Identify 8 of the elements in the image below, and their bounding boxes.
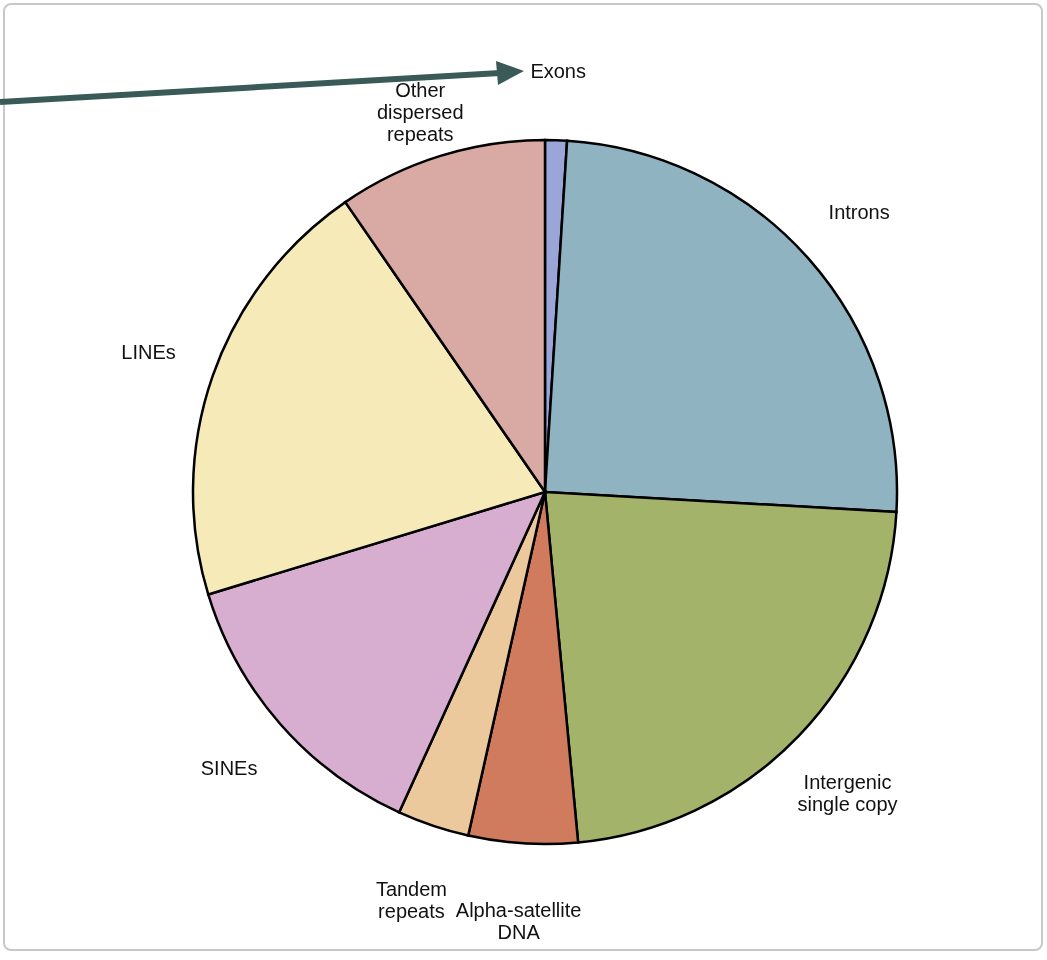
slice-label: LINEs <box>121 341 176 364</box>
slice-label: Other dispersed repeats <box>376 78 464 145</box>
slice-label: Introns <box>828 201 890 224</box>
slice-label: Exons <box>530 60 586 83</box>
slice-label: SINEs <box>200 756 258 779</box>
slice-label: Intergenic single copy <box>797 771 898 816</box>
slice-label: Tandem repeats <box>375 878 448 923</box>
slice-label: Alpha-satellite DNA <box>455 899 582 944</box>
